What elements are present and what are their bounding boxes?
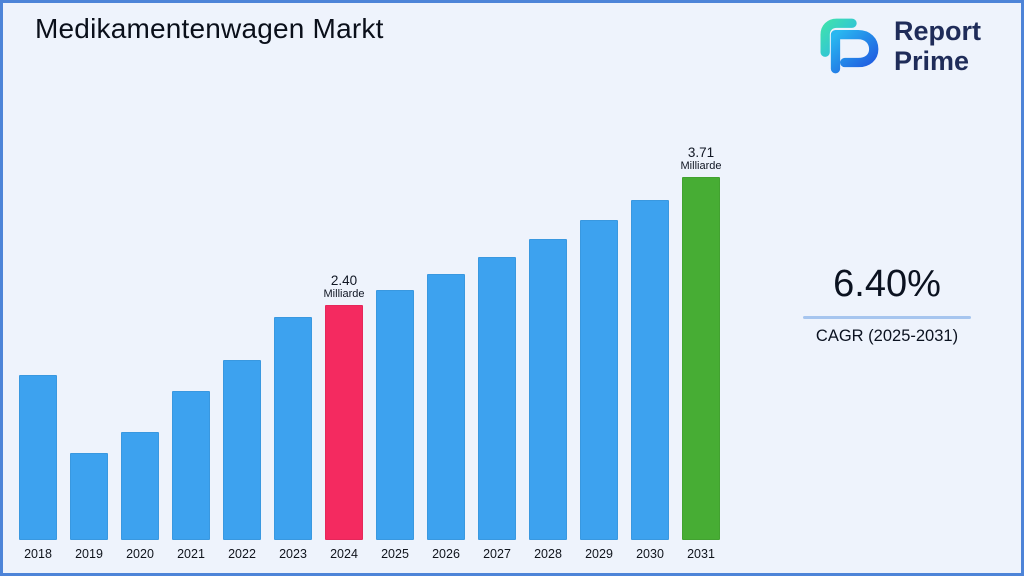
bar-column-2030: 2030: [631, 200, 669, 561]
bar-2029: [580, 220, 618, 540]
bar-column-2027: 2027: [478, 257, 516, 561]
x-axis-label-2018: 2018: [24, 547, 52, 561]
bar-2021: [172, 391, 210, 540]
bar-column-2022: 2022: [223, 360, 261, 561]
x-axis-label-2023: 2023: [279, 547, 307, 561]
bar-2023: [274, 317, 312, 540]
x-axis-label-2028: 2028: [534, 547, 562, 561]
bar-column-2031: 3.71 Milliarde 2031: [680, 145, 722, 561]
bar-2030: [631, 200, 669, 540]
x-axis-label-2024: 2024: [330, 547, 358, 561]
bar-2020: [121, 432, 159, 540]
x-axis-label-2025: 2025: [381, 547, 409, 561]
bar-column-2021: 2021: [172, 391, 210, 561]
x-axis-label-2031: 2031: [687, 547, 715, 561]
bar-column-2019: 2019: [70, 453, 108, 561]
bar-2027: [478, 257, 516, 540]
x-axis-label-2022: 2022: [228, 547, 256, 561]
x-axis-label-2020: 2020: [126, 547, 154, 561]
bar-2031: [682, 177, 720, 540]
bar-column-2028: 2028: [529, 239, 567, 561]
x-axis-label-2030: 2030: [636, 547, 664, 561]
bar-column-2029: 2029: [580, 220, 618, 561]
bar-2022: [223, 360, 261, 540]
bar-value-label-2024: 2.40 Milliarde: [323, 273, 365, 300]
cagr-value: 6.40%: [833, 263, 941, 305]
bar-value-label-2031: 3.71 Milliarde: [680, 145, 722, 172]
cagr-block: 6.40% CAGR (2025-2031): [803, 263, 971, 346]
logo-word-prime: Prime: [894, 46, 970, 76]
x-axis-label-2027: 2027: [483, 547, 511, 561]
report-prime-logo-icon: [820, 18, 879, 74]
bar-column-2025: 2025: [376, 290, 414, 561]
page-title: Medikamentenwagen Markt: [35, 13, 384, 44]
bar-column-2024: 2.40 Milliarde 2024: [323, 273, 365, 561]
report-prime-logo-text: Report Prime: [894, 16, 981, 76]
bar-2025: [376, 290, 414, 540]
bar-2028: [529, 239, 567, 540]
bar-2018: [19, 375, 57, 540]
bar-column-2023: 2023: [274, 317, 312, 561]
bar-2026: [427, 274, 465, 540]
x-axis-label-2026: 2026: [432, 547, 460, 561]
cagr-divider: [803, 316, 971, 319]
bar-column-2018: 2018: [19, 375, 57, 561]
logo-word-report: Report: [894, 16, 981, 46]
cagr-label: CAGR (2025-2031): [815, 327, 959, 345]
bar-2019: [70, 453, 108, 540]
report-prime-logo: Report Prime: [820, 15, 981, 77]
bar-column-2026: 2026: [427, 274, 465, 561]
bar-chart: 2018 2019 2020 2021 2022 2023 2.40 Milliarde 202…: [19, 145, 722, 561]
x-axis-label-2029: 2029: [585, 547, 613, 561]
bar-2024: [325, 305, 363, 540]
x-axis-label-2019: 2019: [75, 547, 103, 561]
x-axis-label-2021: 2021: [177, 547, 205, 561]
bar-column-2020: 2020: [121, 432, 159, 561]
